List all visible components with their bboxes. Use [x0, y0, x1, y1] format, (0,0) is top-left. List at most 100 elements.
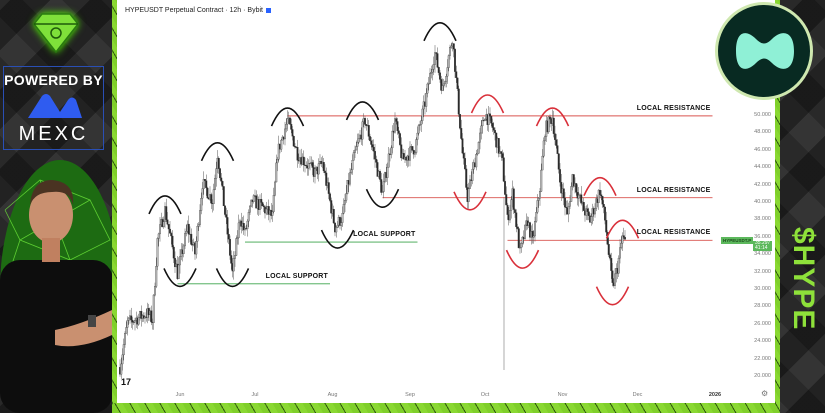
- candle: [305, 165, 308, 167]
- candle: [479, 132, 481, 143]
- candle: [421, 108, 424, 121]
- symbol-price-tag: HYPEUSDT.P: [721, 237, 754, 244]
- candle: [311, 162, 314, 168]
- candle: [344, 200, 346, 205]
- candle: [537, 198, 540, 201]
- candle: [394, 118, 396, 133]
- candle: [462, 152, 465, 159]
- candle: [307, 163, 310, 169]
- price-chart[interactable]: [117, 0, 775, 403]
- candle: [534, 221, 536, 237]
- price-tick: 28.000: [754, 303, 771, 310]
- candle: [367, 125, 370, 137]
- candle: [600, 194, 603, 197]
- candle: [184, 233, 186, 247]
- candle: [555, 139, 558, 146]
- candle: [171, 235, 174, 248]
- candle: [339, 217, 341, 226]
- price-tick: 44.000: [754, 164, 771, 171]
- resistance-label: LOCAL RESISTANCE: [636, 186, 711, 194]
- candle: [332, 208, 335, 224]
- candle: [599, 189, 601, 195]
- price-tick: 40.000: [754, 199, 771, 205]
- candle: [196, 226, 199, 242]
- candle: [265, 208, 268, 214]
- candle: [206, 187, 209, 199]
- time-tick: Oct: [480, 392, 490, 398]
- candle: [369, 136, 371, 141]
- time-tick: Jul: [251, 392, 259, 398]
- candle: [140, 311, 143, 319]
- support-label: LOCAL SUPPORT: [353, 231, 416, 239]
- candle: [327, 182, 330, 194]
- time-tick: Aug: [327, 392, 338, 398]
- candle: [346, 180, 349, 194]
- mexc-logo-icon: [27, 94, 82, 118]
- swing-bottom-arc: [453, 191, 487, 211]
- candle: [124, 333, 126, 345]
- price-tick: 26.000: [754, 320, 771, 327]
- candle: [350, 169, 353, 173]
- candle: [190, 233, 193, 245]
- candle: [157, 233, 160, 239]
- candle: [541, 155, 544, 171]
- swing-top-arc: [470, 94, 505, 114]
- candle: [229, 238, 231, 256]
- swing-top-arc: [583, 176, 617, 196]
- candle: [455, 71, 458, 79]
- candle: [552, 117, 555, 134]
- ticker-badge: $HYPE: [787, 227, 820, 331]
- candle: [271, 211, 274, 216]
- candle: [250, 199, 253, 207]
- candle: [467, 188, 470, 202]
- mexc-brand-text: MEXC: [18, 123, 89, 145]
- candle: [179, 256, 181, 266]
- candle: [380, 179, 383, 193]
- candle: [481, 120, 484, 127]
- candle: [235, 238, 238, 256]
- candle: [536, 200, 539, 213]
- candle: [429, 73, 431, 84]
- symbol-title: HYPEUSDT Perpetual Contract · 12h · Bybi…: [125, 7, 263, 14]
- candle: [587, 211, 590, 216]
- candle: [395, 118, 398, 122]
- candle: [262, 205, 265, 207]
- candle: [314, 168, 316, 177]
- settings-gear-icon[interactable]: ⚙: [761, 389, 769, 398]
- candle: [177, 264, 180, 279]
- candle: [336, 224, 339, 228]
- candle: [302, 156, 305, 166]
- candle: [597, 189, 600, 203]
- candle: [554, 133, 556, 140]
- candle: [494, 130, 496, 134]
- tradingview-logo-icon: 17: [121, 377, 132, 387]
- time-tick: Sep: [405, 392, 415, 398]
- candle: [387, 153, 390, 168]
- candle: [289, 117, 291, 125]
- candle: [199, 210, 201, 225]
- candle: [490, 116, 493, 124]
- candle: [501, 153, 504, 158]
- candle: [564, 197, 566, 208]
- candle: [539, 191, 541, 199]
- candle: [220, 177, 223, 182]
- candle: [174, 257, 176, 268]
- candle: [577, 195, 580, 199]
- candle: [464, 158, 466, 170]
- candle: [152, 294, 155, 323]
- candle: [134, 320, 136, 323]
- candle: [159, 224, 161, 235]
- chart-area[interactable]: HYPEUSDT Perpetual Contract · 12h · Bybi…: [117, 0, 775, 403]
- candle: [484, 118, 486, 122]
- candle: [187, 223, 190, 235]
- right-accent-strip: [775, 0, 780, 413]
- candle: [172, 246, 175, 259]
- candle: [361, 121, 364, 140]
- candle: [607, 244, 610, 255]
- candle: [409, 146, 411, 161]
- candle: [219, 168, 221, 179]
- candle: [621, 235, 624, 244]
- candle: [259, 198, 261, 210]
- candle: [246, 220, 249, 229]
- candle: [275, 162, 278, 183]
